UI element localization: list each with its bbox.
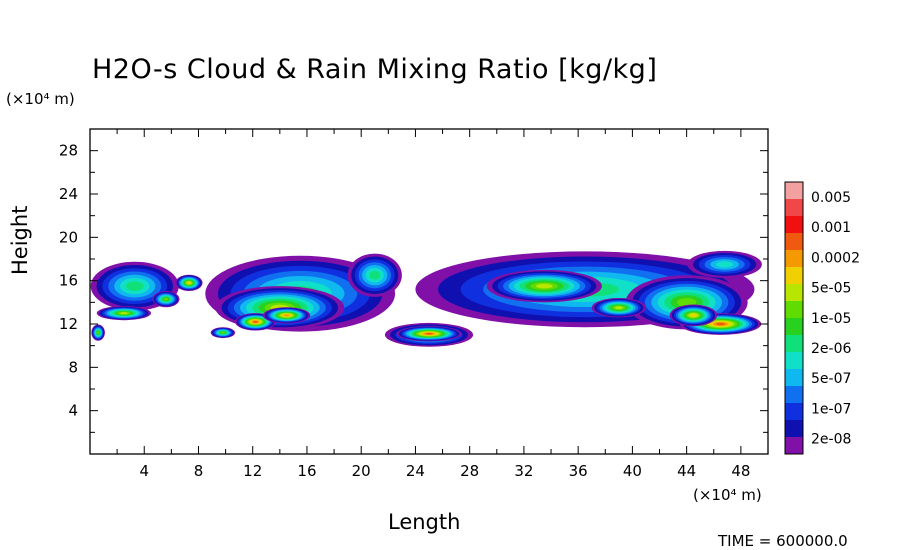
colorbar-swatch bbox=[785, 437, 803, 455]
cloud-contour-18-5 bbox=[716, 261, 734, 268]
colorbar-swatch bbox=[785, 182, 803, 200]
x-tick-label: 36 bbox=[569, 462, 588, 480]
cloud-contour-0-6 bbox=[125, 281, 144, 291]
colorbar-label: 5e-07 bbox=[811, 371, 851, 387]
x-tick-label: 44 bbox=[677, 462, 696, 480]
x-tick-label: 40 bbox=[623, 462, 642, 480]
cloud-contour-4-10 bbox=[187, 281, 191, 284]
colorbar-label: 0.001 bbox=[811, 220, 851, 236]
x-tick-label: 48 bbox=[731, 462, 750, 480]
x-axis-label: Length bbox=[388, 510, 461, 534]
x-axis-unit: (×10⁴ m) bbox=[693, 486, 762, 504]
y-tick-label: 4 bbox=[68, 402, 78, 420]
cloud-contour-12-12 bbox=[425, 332, 433, 335]
cloud-contour-14-9 bbox=[536, 283, 553, 289]
cloud-field bbox=[90, 250, 762, 347]
cloud-contour-19-9 bbox=[614, 306, 623, 310]
colorbar-swatch bbox=[785, 250, 803, 268]
cloud-contour-17-10 bbox=[690, 313, 697, 317]
colorbar-swatch bbox=[785, 403, 803, 421]
cloud-contour-10-8 bbox=[220, 331, 225, 334]
colorbar-label: 2e-08 bbox=[811, 432, 851, 448]
x-tick-label: 24 bbox=[406, 462, 425, 480]
y-tick-label: 24 bbox=[59, 185, 78, 203]
x-tick-label: 16 bbox=[297, 462, 316, 480]
colorbar-label: 1e-07 bbox=[811, 401, 851, 417]
y-tick-label: 20 bbox=[59, 228, 78, 246]
chart-title: H2O-s Cloud & Rain Mixing Ratio [kg/kg] bbox=[92, 54, 658, 85]
cloud-contour-16-12 bbox=[716, 322, 726, 326]
colorbar-label: 0.0002 bbox=[811, 250, 860, 266]
x-tick-label: 28 bbox=[460, 462, 479, 480]
y-tick-label: 28 bbox=[59, 142, 78, 160]
colorbar-label: 2e-06 bbox=[811, 341, 851, 357]
x-tick-label: 4 bbox=[139, 462, 149, 480]
colorbar-swatch bbox=[785, 386, 803, 404]
colorbar-swatch bbox=[785, 369, 803, 387]
colorbar-label: 0.005 bbox=[811, 190, 851, 206]
cloud-contour-1-8 bbox=[163, 297, 169, 301]
colorbar-swatch bbox=[785, 267, 803, 285]
colorbar-label: 1e-05 bbox=[811, 311, 851, 327]
colorbar-swatch bbox=[785, 352, 803, 370]
y-tick-label: 12 bbox=[59, 315, 78, 333]
cloud-contour-3-8 bbox=[97, 331, 100, 334]
x-tick-label: 8 bbox=[194, 462, 204, 480]
colorbar-swatch bbox=[785, 284, 803, 302]
x-tick-label: 32 bbox=[514, 462, 533, 480]
colorbar-swatch bbox=[785, 301, 803, 319]
colorbar-swatch bbox=[785, 216, 803, 234]
colorbar-swatch bbox=[785, 233, 803, 251]
plot-frame bbox=[89, 128, 769, 455]
colorbar-swatch bbox=[785, 335, 803, 353]
y-axis-unit: (×10⁴ m) bbox=[6, 90, 75, 108]
colorbar-label: 5e-05 bbox=[811, 281, 851, 297]
cloud-contour-9-6 bbox=[369, 270, 381, 280]
cloud-contour-7-12 bbox=[253, 320, 258, 323]
y-tick-label: 16 bbox=[59, 272, 78, 290]
cloud-contour-8-11 bbox=[283, 314, 290, 317]
colorbar-swatch bbox=[785, 420, 803, 438]
colorbar-swatch bbox=[785, 318, 803, 336]
colorbar-frame bbox=[784, 181, 804, 455]
cloud-contour-2-9 bbox=[120, 312, 128, 315]
colorbar-swatch bbox=[785, 199, 803, 217]
y-tick-label: 8 bbox=[68, 358, 78, 376]
cloud-contour-15-8 bbox=[677, 298, 697, 307]
x-tick-label: 20 bbox=[352, 462, 371, 480]
x-tick-label: 12 bbox=[243, 462, 262, 480]
colorbar: 0.005 0.001 0.0002 5e-05 1e-05 2e-06 5e-07 1e-0… bbox=[784, 181, 860, 455]
